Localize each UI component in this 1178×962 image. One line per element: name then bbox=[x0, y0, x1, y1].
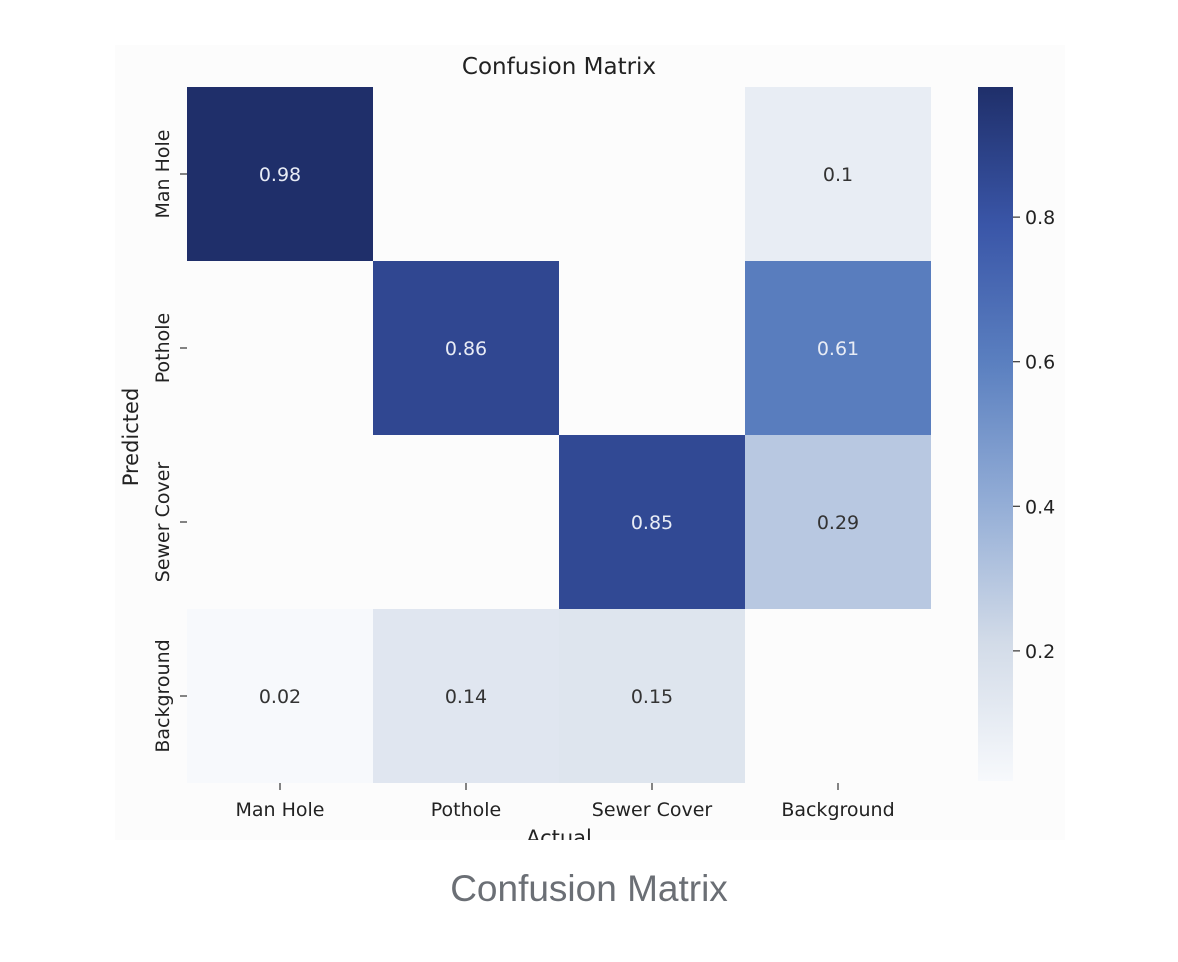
cell-value-label: 0.15 bbox=[631, 686, 673, 708]
x-tick-label: Pothole bbox=[431, 799, 502, 821]
cell-value-label: 0.14 bbox=[445, 686, 487, 708]
y-tick-label: Man Hole bbox=[152, 130, 174, 219]
y-tick-label: Sewer Cover bbox=[152, 462, 174, 583]
x-tick-label: Background bbox=[781, 799, 894, 821]
figure-caption: Confusion Matrix bbox=[450, 868, 728, 909]
heatmap-cell bbox=[187, 609, 373, 783]
heatmap-cell bbox=[373, 261, 559, 435]
chart-figure: Confusion Matrix 0.98 0.1 0.86 0.61 0.85 0.29… bbox=[115, 45, 1065, 840]
colorbar-tick-label: 0.6 bbox=[1025, 352, 1055, 374]
x-axis-label: Actual bbox=[526, 826, 592, 840]
cell-value-label: 0.85 bbox=[631, 512, 673, 534]
colorbar-tick-label: 0.2 bbox=[1025, 641, 1055, 663]
heatmap-cell bbox=[745, 435, 931, 609]
x-tick-label: Man Hole bbox=[236, 799, 325, 821]
heatmap-cell bbox=[559, 609, 745, 783]
cell-value-label: 0.98 bbox=[259, 164, 301, 186]
cell-value-label: 0.61 bbox=[817, 338, 859, 360]
heatmap-cell bbox=[745, 87, 931, 261]
cell-value-label: 0.1 bbox=[823, 164, 853, 186]
y-axis-label: Predicted bbox=[119, 388, 143, 487]
y-tick-label: Background bbox=[152, 639, 174, 752]
cell-value-label: 0.86 bbox=[445, 338, 487, 360]
cell-value-label: 0.02 bbox=[259, 686, 301, 708]
heatmap-cell bbox=[187, 87, 373, 261]
cell-value-label: 0.29 bbox=[817, 512, 859, 534]
chart-title: Confusion Matrix bbox=[462, 54, 656, 80]
x-tick-label: Sewer Cover bbox=[592, 799, 713, 821]
y-tick-label: Pothole bbox=[152, 313, 174, 384]
heatmap-cell bbox=[745, 261, 931, 435]
colorbar-tick-label: 0.4 bbox=[1025, 496, 1055, 518]
colorbar bbox=[978, 87, 1013, 781]
colorbar-tick-label: 0.8 bbox=[1025, 207, 1055, 229]
heatmap-cell bbox=[559, 435, 745, 609]
confusion-matrix-chart: Confusion Matrix 0.98 0.1 0.86 0.61 0.85 0.29… bbox=[119, 54, 1055, 840]
heatmap-cell bbox=[373, 609, 559, 783]
